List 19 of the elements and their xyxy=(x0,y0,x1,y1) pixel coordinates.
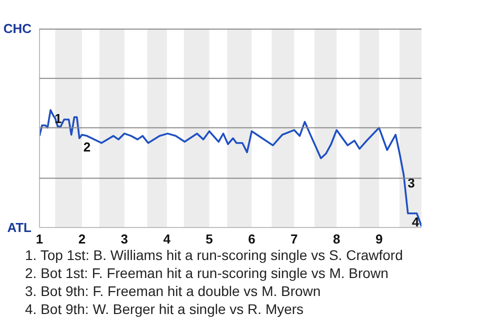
text: ATL xyxy=(7,220,32,235)
x-tick-label: 3 xyxy=(120,232,128,246)
x-tick-label: 2 xyxy=(78,232,86,246)
text: CHC xyxy=(3,21,32,36)
x-tick-label: 5 xyxy=(206,232,213,246)
text: 3. Bot 9th: F. Freeman hit a double vs M. Brown xyxy=(25,282,322,300)
x-tick-label: 9 xyxy=(375,232,383,246)
annotation: 1 xyxy=(54,111,62,126)
text: 4. Bot 9th: W. Berger hit a single vs R. Myers xyxy=(25,300,305,318)
text: 1. Top 1st: B. Williams hit a run-scoring single vs S. Crawford xyxy=(25,246,403,264)
x-tick-label: 4 xyxy=(163,232,172,246)
x-tick-label: 8 xyxy=(332,232,340,246)
annotation: 3 xyxy=(408,176,415,191)
annotation: 4 xyxy=(412,214,420,230)
x-tick-label: 1 xyxy=(36,232,44,246)
x-tick-label: 6 xyxy=(248,232,256,246)
x-tick-label: 7 xyxy=(290,232,298,246)
annotation: 2 xyxy=(83,139,91,154)
text: 2. Bot 1st: F. Freeman hit a run-scoring single vs M. Brown xyxy=(25,264,390,282)
